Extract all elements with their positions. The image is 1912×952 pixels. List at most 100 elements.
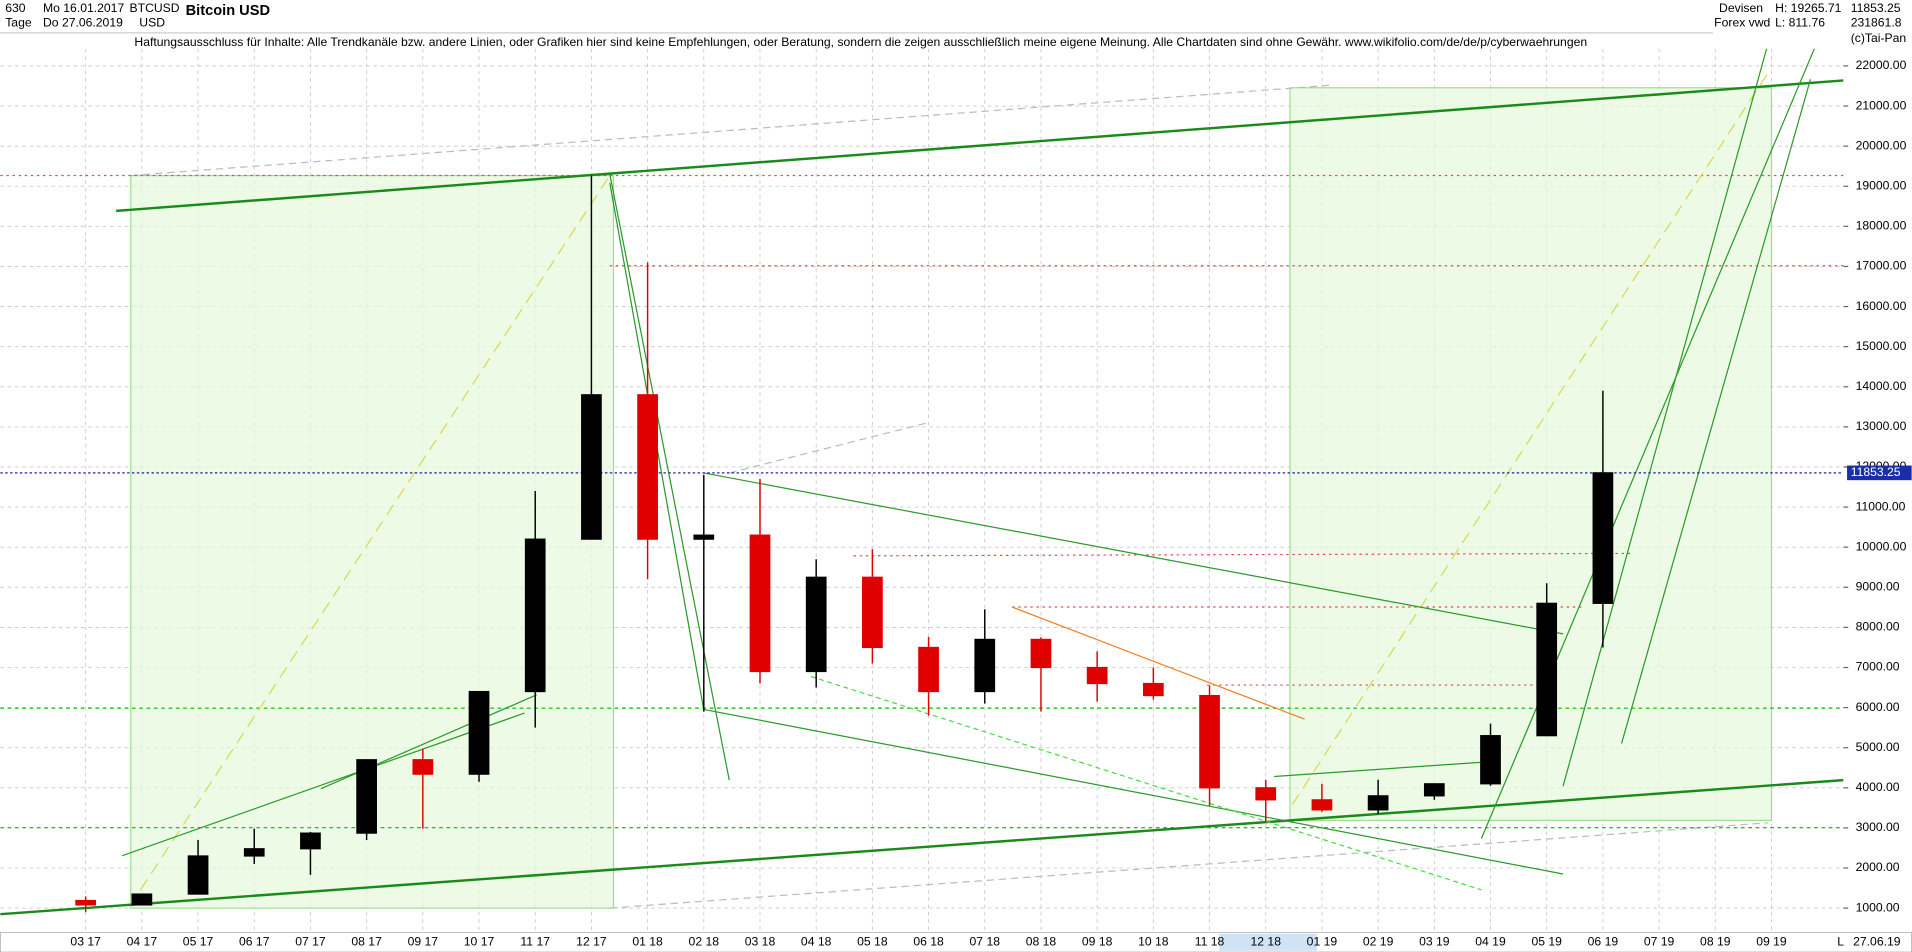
y-tick-label: 5000.00	[1856, 740, 1900, 754]
candle-body	[637, 394, 658, 540]
y-tick-label: 2000.00	[1856, 860, 1900, 874]
candle-body	[581, 394, 602, 540]
disclaimer: Haftungsausschluss für Inhalte: Alle Tre…	[134, 35, 1587, 49]
x-tick-label: 03 17	[70, 934, 101, 948]
y-tick-label: 4000.00	[1856, 780, 1900, 794]
x-tick-label: 08 17	[351, 934, 382, 948]
period[interactable]: 630	[5, 1, 26, 15]
y-tick-label: 17000.00	[1856, 259, 1907, 273]
range-box	[1289, 87, 1773, 821]
x-tick-label: 07 18	[970, 934, 1001, 948]
candle-body	[187, 855, 209, 895]
candle-body	[1423, 783, 1445, 797]
x-tick-label: 05 17	[183, 934, 214, 948]
candle-body	[468, 690, 490, 775]
candle-body	[1142, 682, 1164, 697]
candle-body	[412, 759, 434, 775]
last-price-box	[1847, 465, 1912, 481]
x-tick-label: 10 17	[464, 934, 495, 948]
candle-body	[1311, 799, 1333, 811]
trend-line	[703, 472, 1564, 635]
low-label: L: 811.76	[1775, 15, 1825, 29]
candle-body	[1255, 787, 1277, 801]
x-tick-label: 05 18	[857, 934, 888, 948]
x-tick-label: 07 17	[295, 934, 326, 948]
candle-body	[300, 832, 321, 850]
x-tick-label: 08 19	[1700, 934, 1731, 948]
copyright: (c)Tai-Pan	[1851, 31, 1906, 45]
trend-line	[130, 84, 1330, 177]
x-tick-label: 01 18	[632, 934, 663, 948]
x-tick-label: 02 18	[689, 934, 720, 948]
x-tick-label: 08 18	[1026, 934, 1057, 948]
y-tick-label: 7000.00	[1856, 660, 1900, 674]
trend-line	[609, 822, 1768, 909]
y-tick-label: 10000.00	[1856, 539, 1907, 553]
footer-left: L	[1837, 934, 1844, 948]
candle-body	[1086, 666, 1108, 685]
trend-line	[122, 712, 525, 857]
channel-line	[116, 79, 1844, 213]
trend-line	[1291, 72, 1769, 805]
x-tick-label: 12 18	[1251, 934, 1282, 948]
y-tick-label: 21000.00	[1856, 98, 1907, 112]
channel-line	[0, 778, 1844, 916]
trend-line	[703, 708, 1564, 875]
x-tick-label: 06 19	[1588, 934, 1619, 948]
candle-body	[918, 646, 939, 693]
candle-body	[131, 893, 153, 906]
y-tick-label: 22000.00	[1856, 58, 1907, 72]
y-tick-label: 1000.00	[1856, 900, 1900, 914]
unit[interactable]: Tage	[5, 15, 32, 29]
candle-body	[1536, 602, 1558, 737]
candle-body	[356, 759, 377, 834]
x-tick-label: 06 17	[239, 934, 270, 948]
currency: USD	[139, 15, 165, 29]
y-tick-label: 16000.00	[1856, 299, 1907, 313]
trend-line	[1011, 606, 1305, 720]
header-bar	[0, 0, 1912, 49]
footer-date: 27.06.19	[1853, 934, 1901, 948]
y-tick-label: 11000.00	[1856, 499, 1906, 513]
y-tick-label: 3000.00	[1856, 820, 1900, 834]
y-tick-label: 14000.00	[1856, 379, 1907, 393]
trend-line	[140, 175, 611, 891]
x-tick-label: 09 19	[1756, 934, 1787, 948]
candle-body	[693, 534, 715, 540]
date-from: Mo 16.01.2017	[43, 1, 124, 15]
trend-line	[1274, 761, 1488, 778]
trend-line	[810, 675, 1482, 891]
trend-line	[729, 422, 927, 474]
drawings	[0, 0, 1844, 916]
source: Forex vwd	[1714, 15, 1770, 29]
y-tick-label: 13000.00	[1856, 419, 1907, 433]
x-tick-label: 02 19	[1363, 934, 1394, 948]
x-tick-label: 04 18	[801, 934, 832, 948]
date-axis	[0, 932, 1912, 952]
candle-body	[1480, 735, 1501, 785]
x-tick-label: 03 18	[745, 934, 776, 948]
x-tick-label: 01 19	[1307, 934, 1338, 948]
x-tick-label: 04 17	[127, 934, 158, 948]
high-label: H: 19265.71	[1775, 1, 1842, 15]
last-price-label: 11853.25	[1851, 465, 1901, 479]
price-axis	[1843, 48, 1912, 933]
axes: 1000.00 2000.00 3000.00 4000.00 5000.00 6000.…	[70, 58, 1912, 948]
y-tick-label: 15000.00	[1856, 339, 1907, 353]
last-price-header: 11853.25	[1851, 1, 1901, 15]
x-tick-label: 04 19	[1475, 934, 1506, 948]
candle-body	[1592, 472, 1614, 604]
y-tick-label: 20000.00	[1856, 138, 1907, 152]
y-tick-label: 8000.00	[1856, 620, 1900, 634]
level-line	[853, 552, 1634, 557]
candle-body	[974, 638, 996, 693]
candle-body	[1030, 638, 1052, 669]
x-tick-label: 05 19	[1531, 934, 1562, 948]
candle-body	[805, 576, 827, 673]
candle-body	[75, 899, 97, 906]
candle-body	[1199, 694, 1220, 789]
x-tick-label: 09 18	[1082, 934, 1113, 948]
volume-label: 231861.8	[1851, 15, 1902, 29]
market: Devisen	[1719, 1, 1763, 15]
